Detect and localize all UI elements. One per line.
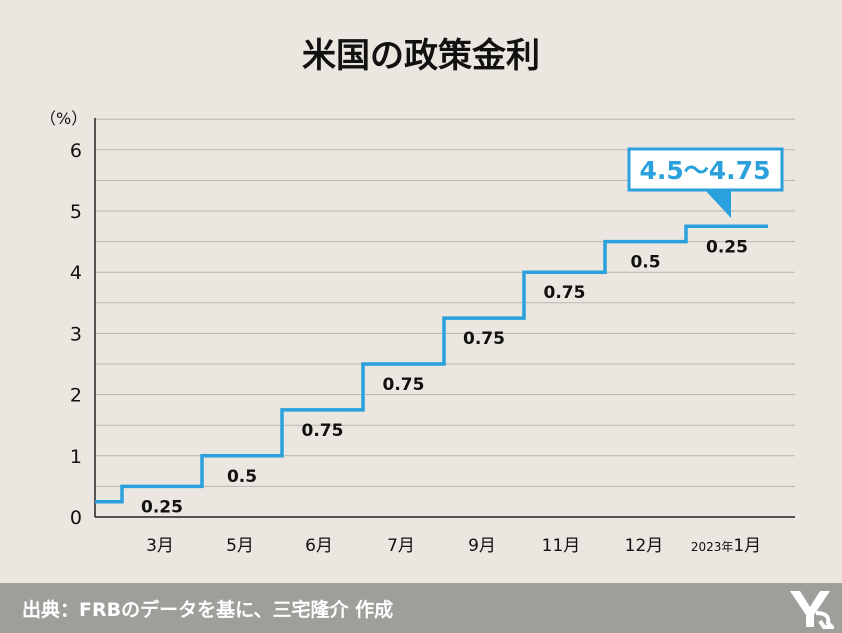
publisher-logo-icon xyxy=(790,591,834,629)
y-tick-label: 1 xyxy=(70,446,82,468)
x-tick-label: 2023年1月 xyxy=(691,536,761,556)
x-tick-label: 7月 xyxy=(387,536,415,556)
increment-label: 0.25 xyxy=(706,237,748,257)
y-axis-label: （%） xyxy=(40,109,87,128)
y-tick-label: 2 xyxy=(70,385,82,407)
x-tick-label: 11月 xyxy=(542,536,581,556)
increment-label: 0.75 xyxy=(302,421,344,441)
increment-label: 0.5 xyxy=(630,253,660,273)
increment-label: 0.75 xyxy=(544,283,586,303)
y-tick-label: 3 xyxy=(70,323,82,345)
x-tick-label: 6月 xyxy=(305,536,333,556)
rate-step-line xyxy=(95,224,768,504)
x-tick-label: 3月 xyxy=(146,536,174,556)
y-tick-labels: 0 1 2 3 4 5 6 xyxy=(70,140,82,529)
increment-label: 0.5 xyxy=(227,467,257,487)
x-tick-labels: 3月 5月 6月 7月 9月 11月 12月 2023年1月 xyxy=(146,536,761,556)
rate-step-chart: 0 1 2 3 4 5 6 （%） 3月 5月 6月 7月 9月 11月 12月 2023年1月 0.25… xyxy=(40,109,795,556)
x-tick-label: 5月 xyxy=(226,536,254,556)
chart-title: 米国の政策金利 xyxy=(302,36,540,76)
axes xyxy=(94,118,795,518)
callout-text: 4.5〜4.75 xyxy=(640,156,771,185)
y-tick-label: 6 xyxy=(70,140,82,162)
y-tick-label: 4 xyxy=(70,262,82,284)
x-tick-label: 12月 xyxy=(625,536,664,556)
increment-label: 0.75 xyxy=(383,375,425,395)
increment-labels: 0.25 0.5 0.75 0.75 0.75 0.75 0.5 0.25 xyxy=(141,237,748,517)
source-note: 出典：FRBのデータを基に、三宅隆介 作成 xyxy=(22,599,394,621)
y-tick-label: 0 xyxy=(70,507,82,529)
callout-pointer xyxy=(704,189,731,218)
x-tick-label: 9月 xyxy=(468,536,496,556)
y-tick-label: 5 xyxy=(70,201,82,223)
rate-callout: 4.5〜4.75 xyxy=(627,147,784,218)
increment-label: 0.25 xyxy=(141,497,183,517)
footer-bar: 出典：FRBのデータを基に、三宅隆介 作成 xyxy=(0,583,842,633)
rate-steps xyxy=(95,224,768,504)
increment-label: 0.75 xyxy=(463,329,505,349)
